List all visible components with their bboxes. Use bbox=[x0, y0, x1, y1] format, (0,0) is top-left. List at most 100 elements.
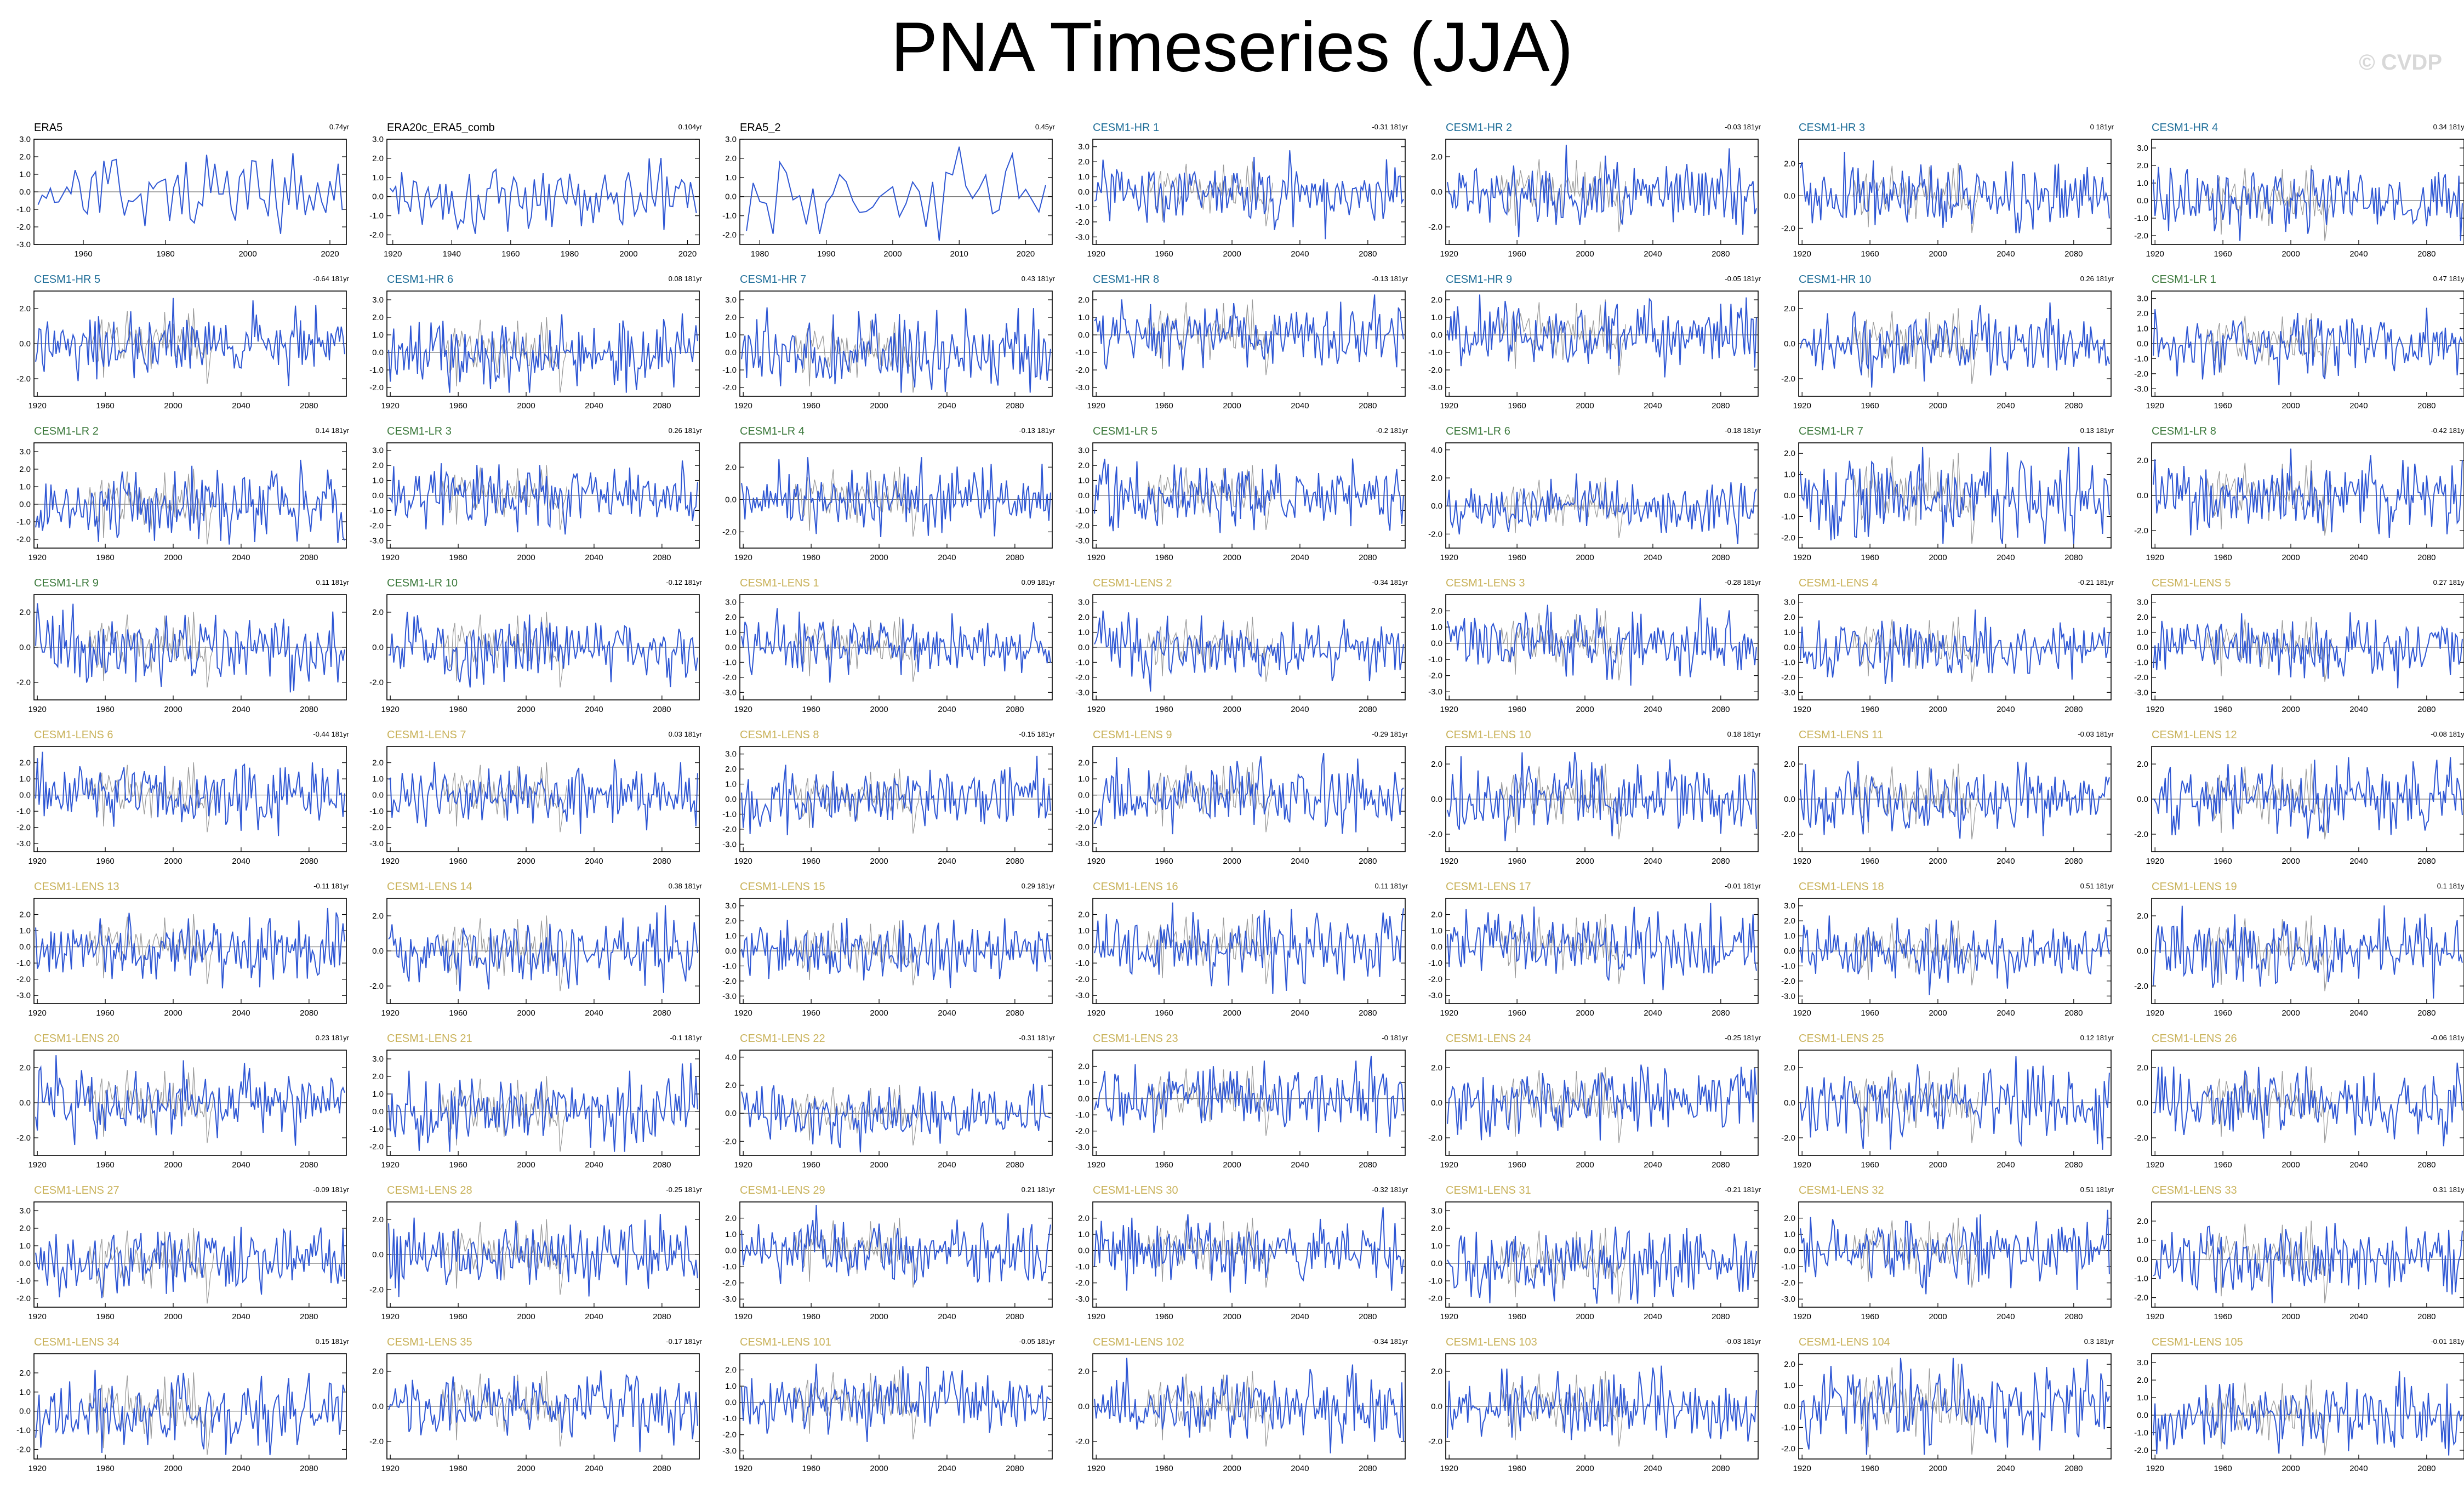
x-tick-label: 2080 bbox=[2064, 401, 2083, 411]
x-tick-label: 2000 bbox=[1929, 1008, 1947, 1018]
x-tick-label: 2000 bbox=[870, 857, 888, 866]
x-tick-label: 2040 bbox=[232, 1160, 250, 1170]
y-tick-label: 2.0 bbox=[1784, 1360, 1795, 1369]
panel-title: CESM1-LENS 7 bbox=[387, 729, 466, 741]
x-tick-label: 2000 bbox=[164, 401, 182, 411]
series-line bbox=[741, 1084, 1051, 1153]
panel-trend-label: -0.1 181yr bbox=[670, 1034, 702, 1042]
x-tick-label: 2000 bbox=[517, 1008, 535, 1018]
x-tick-label: 2080 bbox=[1006, 857, 1024, 866]
y-tick-label: 1.0 bbox=[19, 170, 31, 179]
series-line bbox=[1800, 1210, 2110, 1295]
y-tick-label: -1.0 bbox=[2134, 1274, 2148, 1284]
y-tick-label: 0.0 bbox=[1784, 491, 1795, 500]
y-tick-label: -3.0 bbox=[722, 1446, 737, 1456]
y-tick-label: 2.0 bbox=[19, 910, 31, 920]
x-tick-label: 1960 bbox=[2214, 249, 2232, 259]
series-line bbox=[1094, 150, 1404, 240]
y-tick-label: -3.0 bbox=[2134, 688, 2148, 697]
panel-trend-label: -0.25 181yr bbox=[666, 1185, 702, 1194]
y-tick-label: 0.0 bbox=[2137, 1411, 2148, 1420]
y-tick-label: -2.0 bbox=[1781, 224, 1795, 233]
chart-panel: CESM1-LENS 26 -0.06 181yr 2.0 0.0 -2.0 1920 19… bbox=[2128, 1027, 2464, 1175]
x-tick-label: 1960 bbox=[1861, 401, 1879, 411]
x-tick-label: 1960 bbox=[96, 1008, 114, 1018]
panel-title: CESM1-HR 8 bbox=[1093, 273, 1160, 286]
x-tick-label: 1920 bbox=[734, 1464, 752, 1473]
panel-title: CESM1-LENS 15 bbox=[740, 881, 825, 893]
panel-plot: 3.0 2.0 1.0 0.0 -1.0 -2.0 -3.0 1920 1960 2000 2040… bbox=[2134, 594, 2464, 714]
x-tick-label: 2080 bbox=[300, 705, 318, 714]
panel-title: CESM1-LENS 14 bbox=[387, 881, 472, 893]
y-tick-label: 0.0 bbox=[2137, 1255, 2148, 1264]
panel-plot: 3.0 2.0 1.0 0.0 -1.0 -2.0 1980 1990 2000 2010 2020 bbox=[722, 135, 1053, 259]
x-tick-label: 1960 bbox=[449, 1464, 467, 1473]
x-tick-label: 1920 bbox=[1793, 401, 1811, 411]
reference-series-line bbox=[441, 1076, 568, 1152]
x-tick-label: 2080 bbox=[2064, 249, 2083, 259]
x-tick-label: 2040 bbox=[1997, 1008, 2015, 1018]
x-tick-label: 1960 bbox=[1508, 705, 1526, 714]
reference-series-line bbox=[1147, 1217, 1274, 1288]
x-tick-label: 2080 bbox=[1712, 705, 1730, 714]
panel-title: CESM1-LENS 4 bbox=[1799, 577, 1878, 589]
y-tick-label: 2.0 bbox=[19, 304, 31, 314]
x-tick-label: 2020 bbox=[678, 249, 697, 259]
x-tick-label: 1920 bbox=[1793, 1160, 1811, 1170]
panel-title: CESM1-LENS 10 bbox=[1446, 729, 1531, 741]
chart-panel: CESM1-HR 1 -0.31 181yr 3.0 2.0 1.0 0.0 -1.0 -2.… bbox=[1069, 116, 1411, 264]
y-tick-label: 3.0 bbox=[2137, 294, 2148, 304]
reference-series-line bbox=[88, 612, 215, 688]
y-tick-label: 3.0 bbox=[372, 295, 384, 305]
chart-panel: CESM1-LENS 29 0.21 181yr 2.0 1.0 0.0 -1.0 -2.0… bbox=[716, 1179, 1058, 1327]
y-tick-label: 0.0 bbox=[725, 643, 737, 652]
y-tick-label: -2.0 bbox=[1075, 1127, 1090, 1136]
y-tick-label: 2.0 bbox=[1784, 1214, 1795, 1223]
y-tick-label: 2.0 bbox=[2137, 456, 2148, 465]
y-tick-label: -1.0 bbox=[369, 807, 384, 816]
panel-title: CESM1-LENS 20 bbox=[34, 1033, 119, 1045]
y-tick-label: 1.0 bbox=[1078, 1230, 1090, 1239]
x-tick-label: 2000 bbox=[164, 1008, 182, 1018]
panel-trend-label: 0.26 181yr bbox=[2080, 275, 2114, 283]
x-tick-label: 1960 bbox=[1155, 401, 1173, 411]
x-tick-label: 1960 bbox=[1155, 249, 1173, 259]
y-tick-label: 1.0 bbox=[2137, 1393, 2148, 1403]
x-tick-label: 2080 bbox=[653, 553, 671, 562]
y-tick-label: 3.0 bbox=[725, 135, 737, 144]
panel-trend-label: -0.25 181yr bbox=[1725, 1034, 1761, 1042]
panel-title: CESM1-LENS 18 bbox=[1799, 881, 1884, 893]
y-tick-label: -1.0 bbox=[16, 1276, 31, 1286]
y-tick-label: 0.0 bbox=[372, 643, 384, 652]
x-tick-label: 1920 bbox=[734, 1312, 752, 1321]
chart-panel: CESM1-LENS 25 0.12 181yr 2.0 0.0 -2.0 1920 196… bbox=[1775, 1027, 2117, 1175]
panel-plot: 3.0 2.0 1.0 0.0 -1.0 -2.0 -3.0 1920 1960 2000 2040… bbox=[369, 442, 700, 562]
y-tick-label: 0.0 bbox=[2137, 643, 2148, 652]
x-tick-label: 2080 bbox=[1006, 401, 1024, 411]
x-tick-label: 2000 bbox=[517, 553, 535, 562]
x-tick-label: 2000 bbox=[1576, 1312, 1594, 1321]
y-tick-label: 3.0 bbox=[725, 750, 737, 759]
panel-title: CESM1-LENS 26 bbox=[2152, 1033, 2237, 1045]
series-line bbox=[35, 1227, 345, 1298]
panel-trend-label: -0.2 181yr bbox=[1376, 426, 1408, 435]
x-tick-label: 2040 bbox=[2349, 1464, 2368, 1473]
panel-plot: 2.0 0.0 -2.0 1920 1960 2000 2040 2080 bbox=[1075, 1353, 1406, 1473]
x-tick-label: 2020 bbox=[321, 249, 339, 259]
y-tick-label: -1.0 bbox=[369, 1125, 384, 1134]
y-tick-label: 0.0 bbox=[725, 947, 737, 956]
panel-trend-label: -0.13 181yr bbox=[1372, 275, 1408, 283]
x-tick-label: 2080 bbox=[653, 857, 671, 866]
reference-series-line bbox=[441, 762, 568, 833]
reference-series-line bbox=[441, 1371, 568, 1447]
y-tick-label: -2.0 bbox=[1075, 975, 1090, 984]
x-tick-label: 2000 bbox=[2282, 1464, 2300, 1473]
y-tick-label: 0.0 bbox=[372, 491, 384, 500]
panel-title: CESM1-LENS 33 bbox=[2152, 1184, 2237, 1196]
panel-plot: 3.0 2.0 1.0 0.0 -1.0 -2.0 1920 1960 2000 2040 2080 bbox=[369, 290, 700, 411]
y-tick-label: -1.0 bbox=[369, 212, 384, 221]
y-tick-label: -3.0 bbox=[1075, 232, 1090, 242]
x-tick-label: 2040 bbox=[585, 857, 603, 866]
y-tick-label: 0.0 bbox=[2137, 491, 2148, 500]
x-tick-label: 1920 bbox=[1087, 1464, 1105, 1473]
